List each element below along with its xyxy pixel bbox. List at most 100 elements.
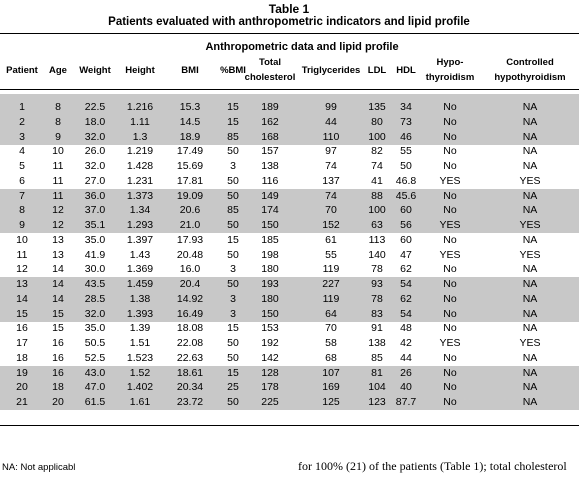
cell: 12 [52, 219, 64, 231]
cell: 97 [325, 145, 337, 158]
cell: 50 [227, 219, 239, 231]
cell: 41 [371, 174, 383, 187]
cell: 70 [325, 204, 337, 217]
cell: 30.0 [84, 263, 106, 276]
cell: 14.5 [179, 115, 201, 128]
cell: 22.63 [176, 351, 204, 364]
cell: 14 [52, 278, 64, 290]
cell: 43.0 [84, 366, 106, 379]
cell: 15.69 [176, 160, 204, 172]
cell: 18 [16, 351, 28, 364]
cell: 18.61 [176, 366, 204, 379]
cell: 50 [227, 351, 239, 364]
cell: 25 [227, 381, 239, 394]
rule [0, 33, 579, 34]
cell: 82 [371, 145, 383, 158]
cell: 17.81 [176, 174, 204, 187]
cell: 119 [322, 263, 340, 276]
cell: 70 [325, 322, 337, 335]
cell: 32.0 [84, 160, 106, 172]
cell: 169 [322, 381, 340, 394]
cell: YES [439, 337, 461, 349]
cell: 15 [227, 115, 239, 128]
row-band [0, 188, 579, 204]
cell: NA [522, 145, 538, 158]
cell: 1.34 [129, 204, 151, 217]
cell: 185 [261, 233, 279, 246]
cell: 19.09 [176, 189, 204, 202]
cell: 50 [227, 174, 239, 187]
row-band [0, 129, 579, 145]
cell: YES [439, 219, 461, 231]
cell: NA [522, 396, 538, 408]
cell: 110 [322, 130, 340, 143]
cell: No [443, 160, 457, 172]
cell: 13 [52, 233, 64, 246]
cell: 32.0 [84, 307, 106, 320]
cell: YES [519, 174, 541, 187]
cell: 18.9 [179, 130, 201, 143]
cell: 46.8 [395, 174, 417, 187]
cell: 3 [19, 130, 25, 143]
cell: 11 [52, 160, 64, 172]
cell: 68 [325, 351, 337, 364]
cell: 50 [227, 278, 239, 290]
cell: NA [522, 130, 538, 143]
column-header: thyroidism [425, 72, 475, 83]
rule [0, 89, 579, 90]
cell: 74 [325, 160, 337, 172]
cell: 46 [400, 130, 412, 143]
cell: 1.61 [129, 396, 151, 408]
cell: 8 [55, 101, 61, 113]
column-header: Triglycerides [301, 65, 361, 76]
cell: 1.293 [126, 219, 154, 231]
cell: 162 [261, 115, 279, 128]
cell: YES [439, 248, 461, 261]
cell: 100 [368, 204, 386, 217]
cell: 192 [261, 337, 279, 349]
cell: NA [522, 292, 538, 305]
cell: 20 [16, 381, 28, 394]
cell: 1.43 [129, 248, 151, 261]
cell: 62 [400, 292, 412, 305]
cell: 47.0 [84, 381, 106, 394]
cell: 119 [322, 292, 340, 305]
cell: NA [522, 115, 538, 128]
cell: 78 [371, 292, 383, 305]
cell: 104 [368, 381, 386, 394]
cell: 78 [371, 263, 383, 276]
cell: NA [522, 351, 538, 364]
cell: 1.393 [126, 307, 154, 320]
cell: 198 [261, 248, 279, 261]
cell: 178 [261, 381, 279, 394]
cell: 125 [322, 396, 340, 408]
cell: 113 [368, 233, 386, 246]
cell: NA [522, 322, 538, 335]
cell: 150 [261, 307, 279, 320]
cell: 88 [371, 189, 383, 202]
cell: NA [522, 278, 538, 290]
cell: 15 [52, 322, 64, 335]
cell: 17.49 [176, 145, 204, 158]
cell: 7 [19, 189, 25, 202]
cell: 9 [19, 219, 25, 231]
column-header: %BMI [220, 65, 246, 76]
cell: NA [522, 307, 538, 320]
cell: 11 [52, 174, 64, 187]
cell: 100 [368, 130, 386, 143]
cell: 18.08 [176, 322, 204, 335]
cell: 55 [325, 248, 337, 261]
cell: 135 [368, 101, 386, 113]
cell: 3 [230, 160, 236, 172]
cell: 153 [261, 322, 279, 335]
cell: 15 [227, 233, 239, 246]
cell: 62 [400, 263, 412, 276]
cell: 193 [261, 278, 279, 290]
cell: 1.39 [129, 322, 151, 335]
cell: 142 [261, 351, 279, 364]
cell: 50.5 [84, 337, 106, 349]
cell: No [443, 145, 457, 158]
cell: 50 [227, 189, 239, 202]
cell: 93 [371, 278, 383, 290]
cell: 15 [16, 307, 28, 320]
